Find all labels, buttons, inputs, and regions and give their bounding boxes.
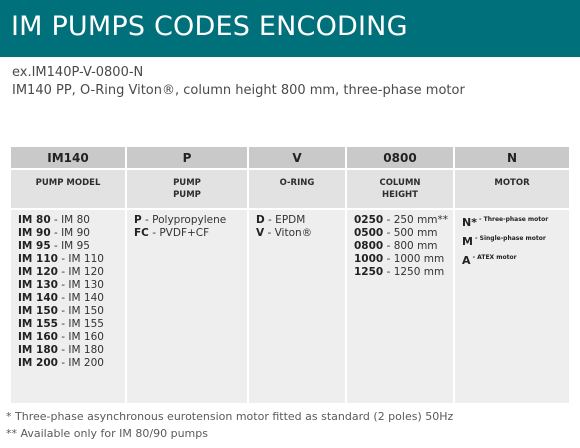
column-code: P (127, 147, 247, 168)
list-item: 1000 - 1000 mm (354, 253, 445, 265)
column-motor: N MOTOR N* - Three-phase motor M - Singl… (455, 147, 569, 403)
column-body: N* - Three-phase motor M - Single-phase … (455, 210, 569, 403)
list-item: IM 120 - IM 120 (18, 266, 104, 278)
column-o-ring: V O-RING D - EPDM V - Viton® (249, 147, 345, 403)
column-body: P - Polypropylene FC - PVDF+CF (127, 210, 247, 403)
column-code: 0800 (347, 147, 453, 168)
page-title: IM PUMPS CODES ENCODING (11, 11, 408, 42)
list-item: 0500 - 500 mm (354, 227, 438, 239)
column-label-line: PUMP (173, 178, 201, 188)
list-item: IM 155 - IM 155 (18, 318, 104, 330)
list-item: IM 130 - IM 130 (18, 279, 104, 291)
list-item: A - ATEX motor (462, 254, 517, 267)
list-item: IM 95 - IM 95 (18, 240, 90, 252)
list-item: IM 140 - IM 140 (18, 292, 104, 304)
column-label: PUMP MODEL (11, 170, 125, 208)
list-item: FC - PVDF+CF (134, 227, 210, 239)
list-item: IM 80 - IM 80 (18, 214, 90, 226)
column-code: N (455, 147, 569, 168)
title-banner: IM PUMPS CODES ENCODING (0, 0, 580, 57)
list-item: 1250 - 1250 mm (354, 266, 445, 278)
list-item: IM 160 - IM 160 (18, 331, 104, 343)
list-item: N* - Three-phase motor (462, 216, 549, 229)
list-item: IM 180 - IM 180 (18, 344, 104, 356)
list-item: 0800 - 800 mm (354, 240, 438, 252)
list-item: IM 110 - IM 110 (18, 253, 104, 265)
column-body: D - EPDM V - Viton® (249, 210, 345, 403)
column-code: IM140 (11, 147, 125, 168)
column-pump-material: P PUMP PUMP P - Polypropylene FC - PVDF+… (127, 147, 247, 403)
list-item: M - Single-phase motor (462, 235, 546, 248)
column-body: 0250 - 250 mm** 0500 - 500 mm 0800 - 800… (347, 210, 453, 403)
column-pump-model: IM140 PUMP MODEL IM 80 - IM 80 IM 90 - I… (11, 147, 125, 403)
column-label-line: COLUMN (379, 178, 421, 188)
list-item: IM 200 - IM 200 (18, 357, 104, 369)
example-code: ex.IM140P-V-0800-N (12, 65, 144, 80)
column-code: V (249, 147, 345, 168)
list-item: V - Viton® (256, 227, 313, 239)
column-label: O-RING (249, 170, 345, 208)
footnote: ** Available only for IM 80/90 pumps (6, 427, 208, 440)
list-item: IM 90 - IM 90 (18, 227, 90, 239)
column-body: IM 80 - IM 80 IM 90 - IM 90 IM 95 - IM 9… (11, 210, 125, 403)
example-description: IM140 PP, O-Ring Viton®, column height 8… (12, 83, 465, 98)
list-item: IM 150 - IM 150 (18, 305, 104, 317)
list-item: P - Polypropylene (134, 214, 227, 226)
column-label: PUMP PUMP (127, 170, 247, 208)
footnote: * Three-phase asynchronous eurotension m… (6, 410, 454, 423)
column-label: MOTOR (455, 170, 569, 208)
column-label-line: PUMP (173, 190, 201, 200)
column-label: COLUMN HEIGHT (347, 170, 453, 208)
list-item: D - EPDM (256, 214, 306, 226)
list-item: 0250 - 250 mm** (354, 214, 449, 226)
column-label-line: HEIGHT (382, 190, 418, 200)
column-height: 0800 COLUMN HEIGHT 0250 - 250 mm** 0500 … (347, 147, 453, 403)
